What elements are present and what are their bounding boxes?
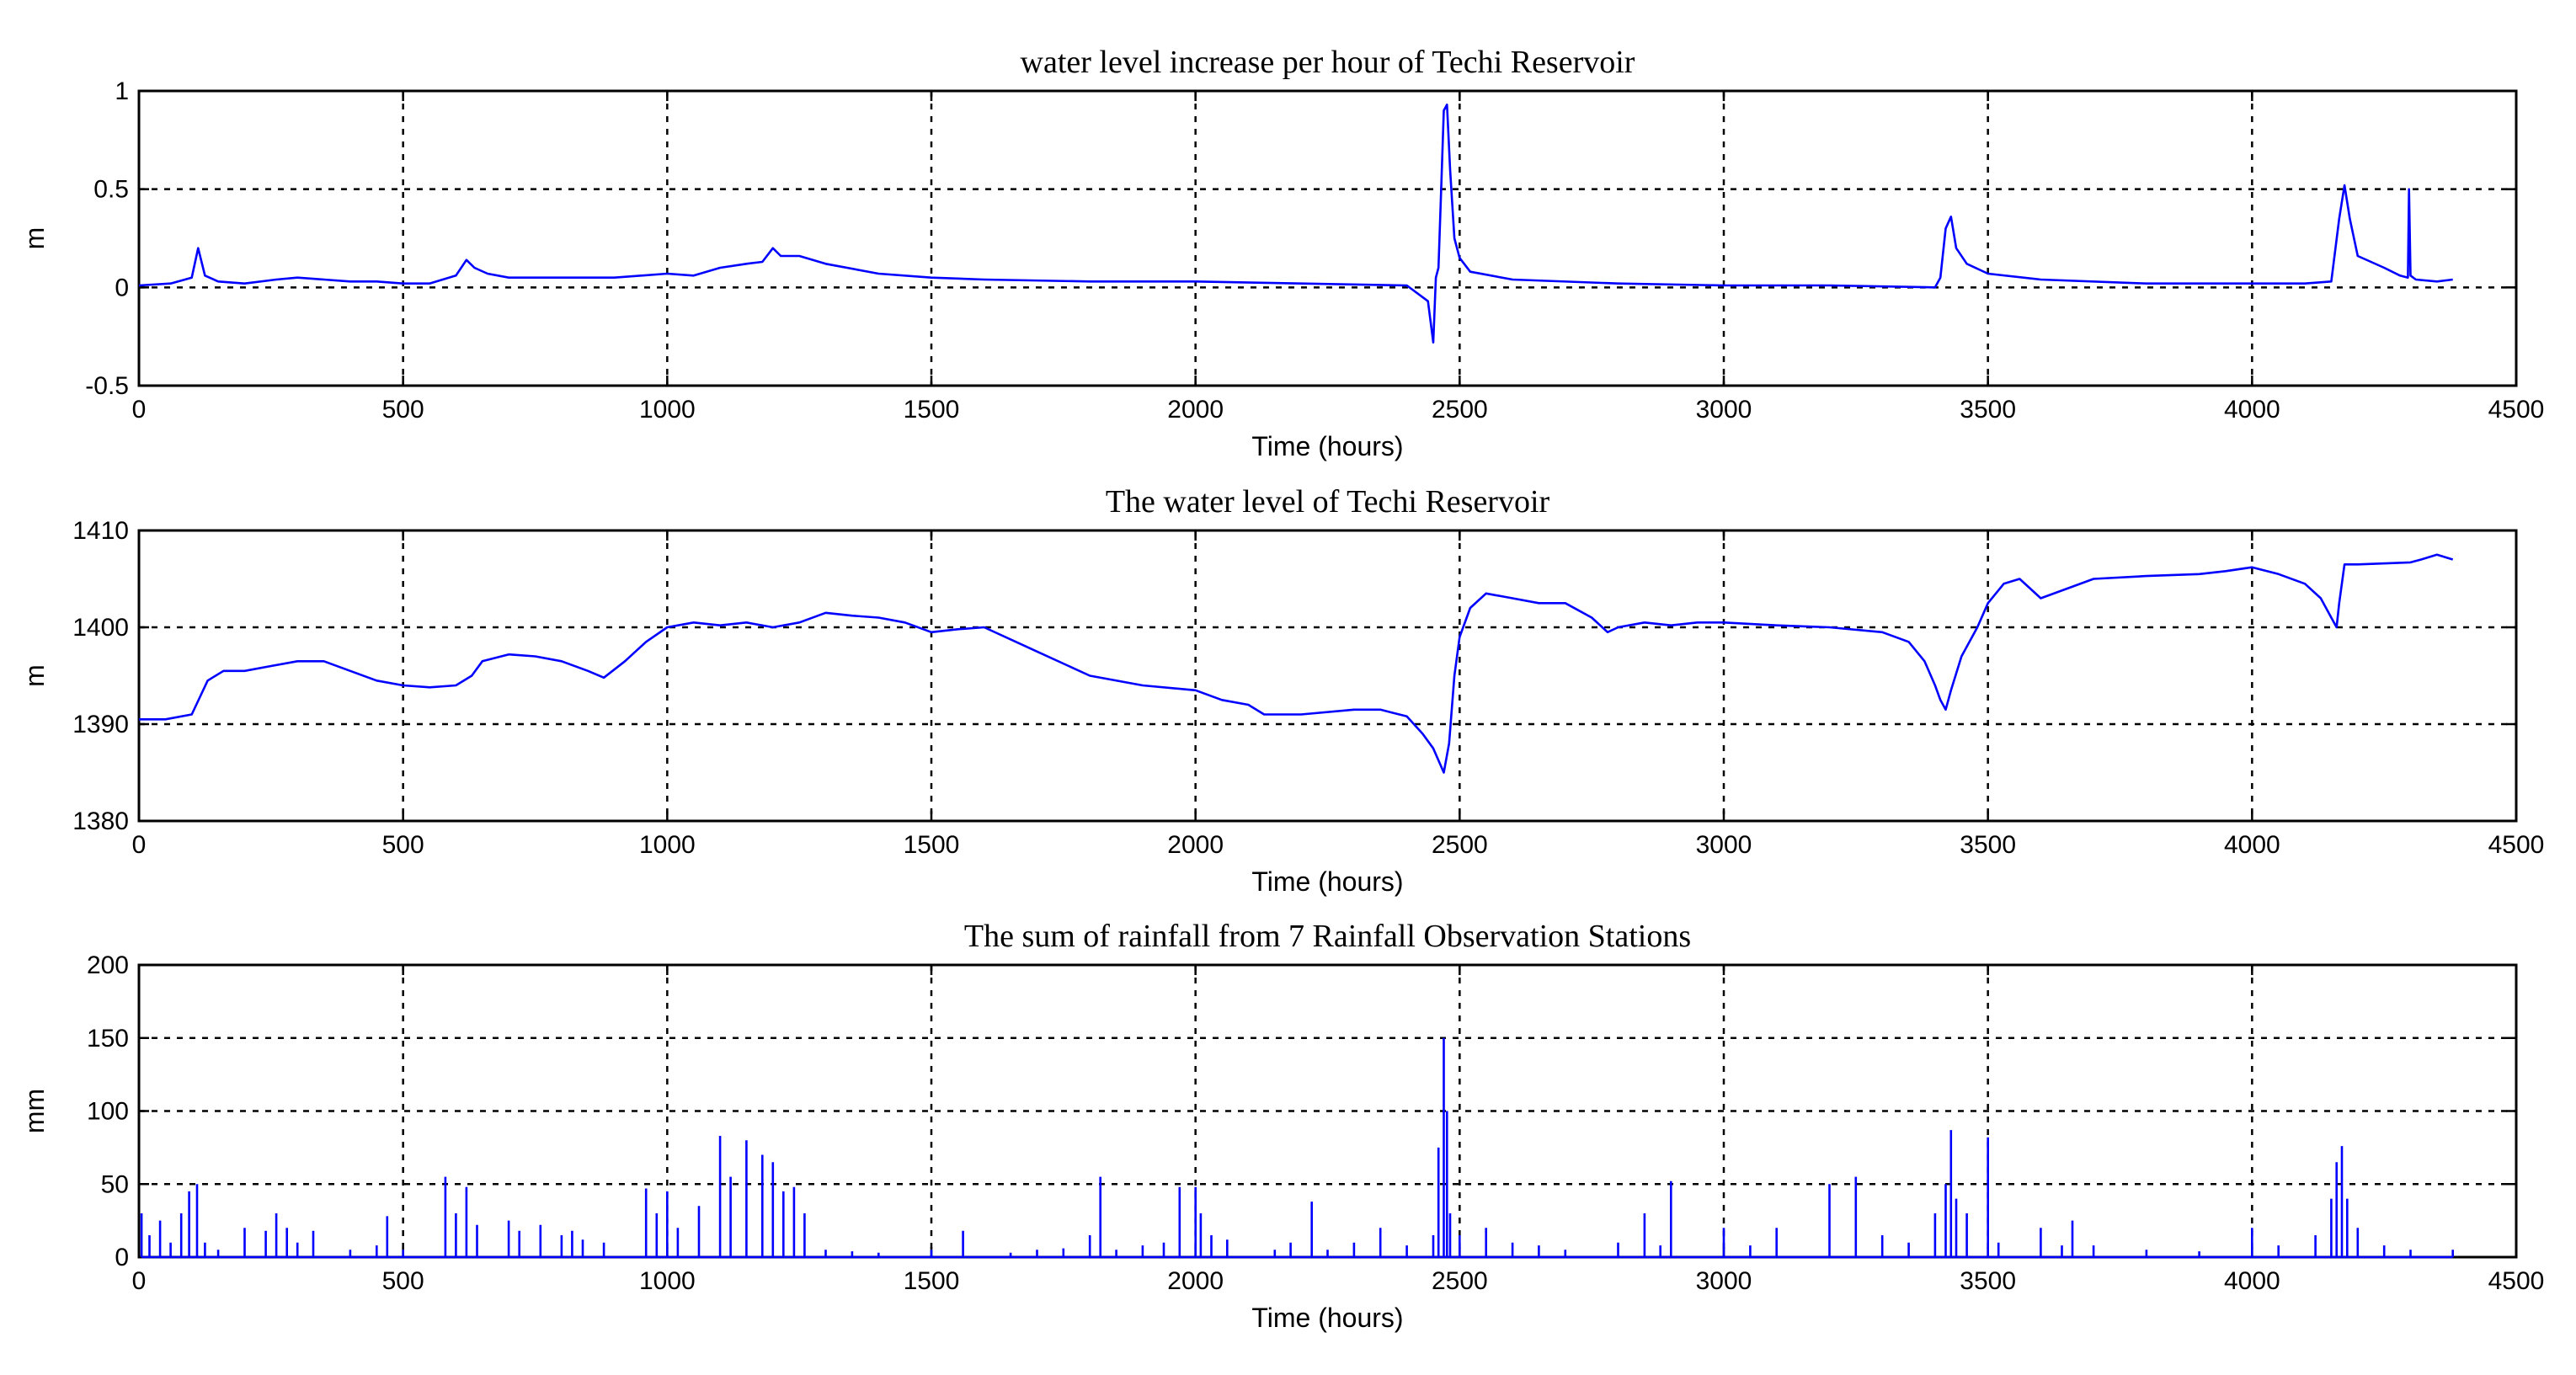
x-tick-label: 0 [132, 1267, 147, 1295]
x-tick-label: 1500 [904, 831, 960, 859]
y-tick-label: 1390 [72, 711, 129, 738]
x-tick-label: 1000 [639, 1267, 696, 1295]
x-tick-label: 4500 [2488, 831, 2545, 859]
x-tick-label: 2500 [1432, 831, 1488, 859]
x-tick-label: 3500 [1960, 396, 2016, 424]
series-line [140, 1037, 2454, 1259]
x-tick-label: 2000 [1167, 1267, 1224, 1295]
chart-title: The water level of Techi Reservoir [1106, 484, 1550, 520]
chart-title: water level increase per hour of Techi R… [1021, 45, 1635, 80]
y-tick-label: 150 [87, 1025, 129, 1053]
plot-area [137, 89, 2518, 387]
x-tick-label: 4000 [2224, 1267, 2280, 1295]
x-tick-label: 1500 [904, 1267, 960, 1295]
chart-panel-1: 0 500 1000 1500 2000 2500 3000 3500 4000 4500 -0.5… [19, 45, 2544, 461]
x-tick-label: 0 [132, 396, 147, 424]
y-axis-label: mm [19, 1089, 50, 1133]
x-tick-label: 3500 [1960, 1267, 2016, 1295]
y-tick-label: 1410 [72, 517, 129, 545]
y-tick-label: 1 [115, 77, 129, 105]
y-tick-label: 1400 [72, 614, 129, 642]
x-tick-label: 500 [382, 831, 424, 859]
x-axis-label: Time (hours) [1251, 1303, 1403, 1333]
x-tick-label: 2000 [1167, 831, 1224, 859]
x-tick-label: 500 [382, 1267, 424, 1295]
x-axis-label: Time (hours) [1251, 866, 1403, 897]
y-tick-label: 0 [115, 274, 129, 301]
x-tick-label: 3000 [1696, 396, 1752, 424]
y-axis-label: m [19, 227, 50, 250]
x-tick-label: 1000 [639, 396, 696, 424]
x-tick-label: 2500 [1432, 396, 1488, 424]
x-tick-label: 4500 [2488, 1267, 2545, 1295]
chart-title: The sum of rainfall from 7 Rainfall Obse… [964, 919, 1691, 954]
chart-panel-2: 0 500 1000 1500 2000 2500 3000 3500 4000 4500 1380… [19, 484, 2544, 897]
y-tick-label: 0 [115, 1244, 129, 1271]
x-tick-label: 3500 [1960, 831, 2016, 859]
chart-panel-3: 0 500 1000 1500 2000 2500 3000 3500 4000 4500 0 50 1… [19, 919, 2544, 1333]
x-tick-label: 4500 [2488, 396, 2545, 424]
series-line [139, 553, 2454, 774]
x-tick-label: 4000 [2224, 831, 2280, 859]
x-tick-label: 2500 [1432, 1267, 1488, 1295]
series-line [138, 104, 2453, 344]
x-tick-label: 0 [132, 831, 147, 859]
y-axis-label: m [19, 664, 50, 687]
x-tick-label: 500 [382, 396, 424, 424]
y-tick-label: 200 [87, 951, 129, 979]
x-tick-label: 2000 [1167, 396, 1224, 424]
x-axis-label: Time (hours) [1251, 431, 1403, 461]
x-tick-label: 4000 [2224, 396, 2280, 424]
x-tick-label: 3000 [1696, 1267, 1752, 1295]
x-tick-label: 1500 [904, 396, 960, 424]
y-tick-label: 50 [101, 1170, 129, 1198]
x-tick-label: 3000 [1696, 831, 1752, 859]
y-tick-label: -0.5 [85, 372, 129, 400]
x-tick-label: 1000 [639, 831, 696, 859]
y-tick-label: 0.5 [93, 176, 129, 204]
y-tick-label: 100 [87, 1098, 129, 1126]
plot-area [137, 529, 2518, 823]
y-tick-label: 1380 [72, 807, 129, 835]
